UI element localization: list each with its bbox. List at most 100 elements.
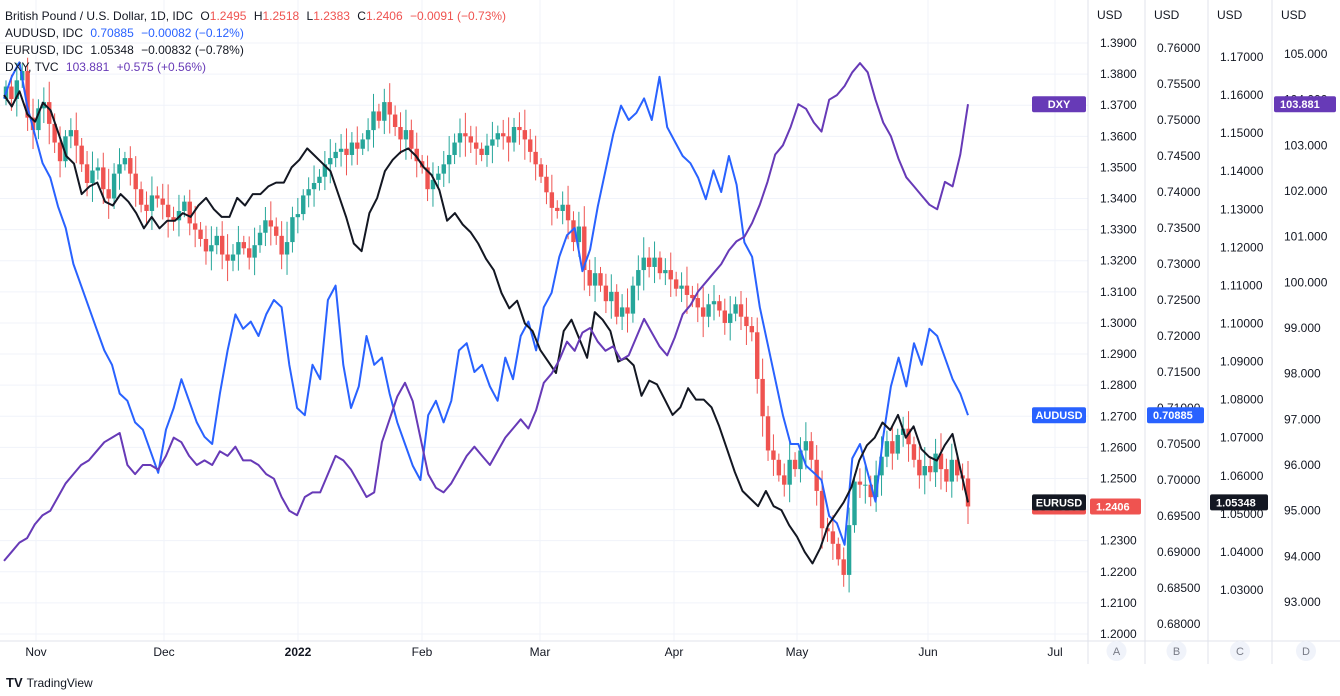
gbpusd-candle-body	[528, 139, 533, 152]
axis-tick-label: 1.14000	[1220, 164, 1264, 178]
gbpusd-candle-body	[247, 248, 252, 258]
gbpusd-candle-body	[603, 285, 609, 302]
audusd-price-label: 0.70885	[1153, 410, 1193, 422]
gbpusd-candle-body	[911, 444, 917, 460]
axis-tick-label: 1.2500	[1100, 471, 1137, 485]
axis-tick-label: 1.08000	[1220, 393, 1264, 407]
gbpusd-candle-body	[938, 453, 944, 470]
gbpusd-candle-body	[679, 285, 684, 289]
axis-tick-label: 0.72000	[1157, 329, 1201, 343]
grid-lines	[0, 0, 1088, 641]
audusd-line	[3, 61, 969, 546]
axis-tick-label: 1.2100	[1100, 596, 1137, 610]
gbpusd-candle-body	[263, 220, 268, 233]
gbpusd-candle-body	[765, 416, 771, 451]
gbpusd-candle-body	[927, 466, 933, 473]
gbpusd-candle-body	[214, 235, 219, 246]
axis-unit-label: USD	[1097, 8, 1123, 22]
legend-row-audusd[interactable]: AUDUSD, IDC 0.70885 −0.00082 (−0.12%)	[5, 25, 510, 42]
gbpusd-candle-body	[565, 204, 571, 221]
gbpusd-candle-body	[344, 148, 349, 155]
axis-tick-label: 0.68500	[1157, 581, 1201, 595]
gbpusd-candle-body	[522, 130, 528, 140]
gbpusd-candle-body	[230, 254, 236, 261]
gbpusd-candle-body	[225, 254, 230, 261]
axis-tick-label: 1.07000	[1220, 431, 1264, 445]
gbpusd-candle-body	[571, 220, 576, 243]
axis-tick-label: 1.11000	[1220, 278, 1263, 292]
axis-tick-label: 1.3500	[1100, 160, 1137, 174]
time-tick-label: Nov	[25, 645, 46, 659]
axis-unit-label: USD	[1281, 8, 1307, 22]
gbpusd-candle-body	[452, 142, 457, 155]
legend-row-eurusd[interactable]: EURUSD, IDC 1.05348 −0.00832 (−0.78%)	[5, 42, 510, 59]
axis-tick-label: 1.2800	[1100, 378, 1137, 392]
axis-tick-label: 0.69000	[1157, 545, 1201, 559]
gbpusd-candle-body	[284, 242, 290, 255]
tradingview-brand: TradingView	[26, 675, 93, 690]
gbpusd-candle-body	[695, 298, 700, 308]
dxy-name-tag	[1032, 96, 1086, 113]
time-tick-label: Dec	[153, 645, 174, 659]
gbpusd-candle-body	[355, 142, 360, 149]
gbpusd-candle-body	[538, 164, 544, 177]
gbpusd-candle-body	[749, 326, 755, 333]
gbpusd-candle-body	[144, 204, 149, 211]
legend-row-dxy[interactable]: DXY, TVC 103.881 +0.575 (+0.56%)	[5, 59, 510, 76]
legend-row-gbpusd[interactable]: British Pound / U.S. Dollar, 1D, IDC O1.…	[5, 8, 510, 25]
gbpusd-candle-body	[733, 304, 738, 314]
gbpusd-candle-body	[328, 158, 333, 165]
gbpusd-candle-body	[122, 158, 128, 165]
axis-tick-label: 1.2300	[1100, 534, 1137, 548]
legend-dxy-last: 103.881	[65, 60, 110, 74]
gbpusd-candle-body	[236, 242, 241, 255]
gbpusd-candle-body	[830, 531, 836, 544]
gbpusd-candle-body	[922, 466, 927, 476]
gbpusd-candle-body	[506, 136, 511, 143]
axis-tick-label: 1.15000	[1220, 126, 1264, 140]
gbpusd-candle-body	[52, 123, 57, 143]
gbpusd-candle-body	[879, 456, 884, 476]
gbpusd-candle-body	[9, 86, 14, 99]
legend-close-label: C	[357, 9, 366, 23]
axis-tick-label: 103.000	[1284, 138, 1328, 152]
gbpusd-candle-body	[382, 102, 387, 121]
gbpusd-candle-body	[165, 204, 171, 218]
time-tick-label: Mar	[530, 645, 551, 659]
gbpusd-candle-body	[203, 238, 209, 252]
chart-legend: British Pound / U.S. Dollar, 1D, IDC O1.…	[5, 8, 510, 76]
axis-tick-label: 93.000	[1284, 595, 1321, 609]
gbpusd-candle-body	[30, 117, 36, 131]
gbpusd-candle-body	[852, 481, 857, 526]
axis-id-badge	[1166, 641, 1187, 661]
axis-tick-label: 1.2000	[1100, 627, 1137, 641]
tradingview-footer[interactable]: TV TradingView	[6, 675, 93, 690]
gbpusd-candle-body	[171, 217, 176, 221]
legend-eurusd-name: EURUSD, IDC	[5, 43, 84, 57]
legend-open-value: 1.2495	[209, 9, 247, 23]
gbpusd-candle-body	[403, 130, 409, 140]
gbpusd-candle-body	[295, 214, 301, 218]
gbpusd-candle-body	[95, 167, 101, 171]
gbpusd-candle-body	[614, 291, 619, 317]
gbpusd-candle-body	[641, 257, 646, 271]
gbpusd-candle-body	[792, 459, 798, 470]
gbpusd-candle-body	[517, 126, 522, 131]
gbpusd-candle-body	[74, 130, 79, 146]
gbpusd-candle-body	[868, 484, 873, 498]
gbpusd-candle-body	[301, 195, 306, 215]
axis-tick-label: 98.000	[1284, 367, 1321, 381]
gbpusd-candle-body	[782, 475, 787, 485]
gbpusd-candle-body	[841, 559, 846, 575]
legend-dxy-change: +0.575 (+0.56%)	[116, 60, 207, 74]
gbpusd-candle-body	[257, 232, 263, 246]
gbpusd-candle-body	[274, 226, 279, 236]
gbpusd-candle-body	[711, 301, 717, 305]
gbpusd-candle-body	[555, 207, 560, 211]
time-tick-label: 2022	[285, 645, 312, 659]
axis-tick-label: 0.68000	[1157, 617, 1201, 631]
legend-gbpusd-name: British Pound / U.S. Dollar, 1D, IDC	[5, 9, 194, 23]
legend-gbpusd-change: −0.0091 (−0.73%)	[409, 9, 507, 23]
gbpusd-candle-body	[684, 285, 690, 295]
